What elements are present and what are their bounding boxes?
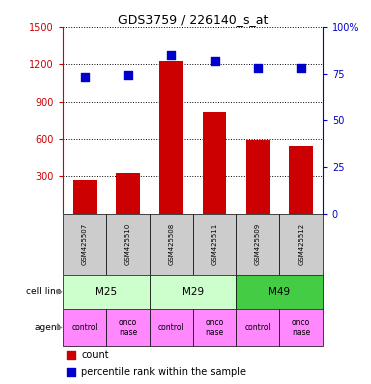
Bar (116, 173, 140, 214)
Bar (236, 275, 323, 309)
Point (298, 65, 304, 71)
Point (82, 74, 88, 80)
Text: GSM425510: GSM425510 (125, 223, 131, 265)
Text: onco
nase: onco nase (119, 318, 137, 337)
Bar (63, 275, 150, 309)
Point (255, 65, 261, 71)
Bar (246, 140, 270, 214)
Text: agent: agent (35, 323, 61, 332)
Text: GSM425511: GSM425511 (211, 223, 217, 265)
Bar (150, 214, 193, 275)
Point (68, 352, 74, 358)
Point (168, 52, 174, 58)
Text: count: count (81, 350, 109, 360)
Text: M25: M25 (95, 287, 117, 297)
Bar (106, 309, 150, 346)
Text: percentile rank within the sample: percentile rank within the sample (81, 367, 246, 377)
Text: onco
nase: onco nase (206, 318, 224, 337)
Point (68, 369, 74, 375)
Bar (73, 180, 96, 214)
Bar (203, 112, 226, 214)
Bar (236, 309, 279, 346)
Bar (63, 309, 106, 346)
Text: M49: M49 (269, 287, 290, 297)
Bar (150, 275, 236, 309)
Bar (193, 214, 236, 275)
Point (125, 73, 131, 79)
Bar (193, 309, 236, 346)
Text: cell line: cell line (26, 287, 61, 296)
Bar (63, 214, 106, 275)
Text: control: control (244, 323, 271, 332)
Text: GSM425512: GSM425512 (298, 223, 304, 265)
Point (211, 58, 217, 64)
Bar (160, 61, 183, 214)
Text: GSM425507: GSM425507 (82, 223, 88, 265)
Text: GSM425508: GSM425508 (168, 223, 174, 265)
Bar (279, 214, 323, 275)
Text: M29: M29 (182, 287, 204, 297)
Bar (279, 309, 323, 346)
Bar (236, 214, 279, 275)
Bar (150, 309, 193, 346)
Text: control: control (71, 323, 98, 332)
Text: GSM425509: GSM425509 (255, 223, 261, 265)
Text: onco
nase: onco nase (292, 318, 310, 337)
Title: GDS3759 / 226140_s_at: GDS3759 / 226140_s_at (118, 13, 268, 26)
Bar (289, 146, 313, 214)
Bar (106, 214, 150, 275)
Text: control: control (158, 323, 185, 332)
